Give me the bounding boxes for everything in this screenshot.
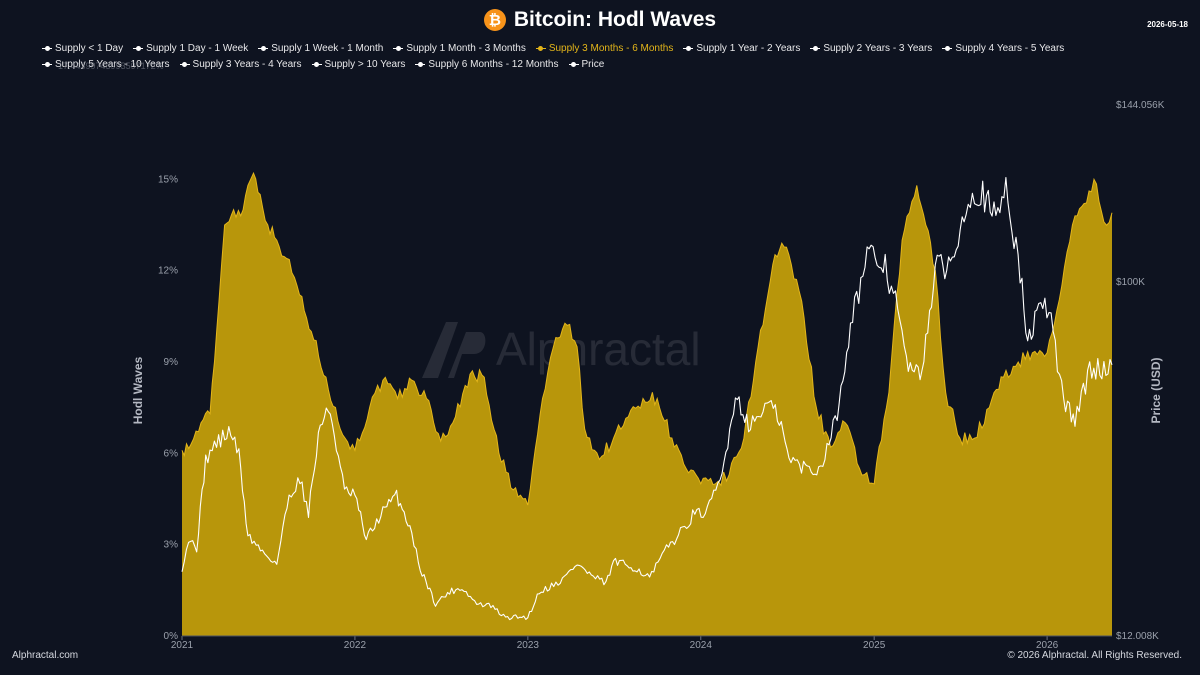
chart-legend: Supply < 1 Day Supply 1 Day - 1 Week Suppl… (42, 42, 1172, 71)
legend-item[interactable]: Supply 3 Years - 4 Years (179, 58, 302, 71)
y-tick-label: 12% (158, 266, 178, 277)
legend-marker-icon (42, 61, 52, 69)
legend-item[interactable]: Supply < 1 Day (42, 42, 123, 55)
y-axis-title: Hodl Waves (131, 356, 145, 424)
legend-marker-icon (179, 61, 190, 69)
footer-site-link[interactable]: Alphractal.com (12, 650, 79, 661)
legend-label: Supply 1 Year - 2 Years (696, 43, 801, 54)
x-tick-label: 2023 (517, 640, 540, 651)
x-tick-label: 2025 (863, 640, 886, 651)
legend-marker-icon (311, 61, 322, 69)
legend-label: Supply 1 Month - 3 Months (406, 43, 526, 54)
x-tick-label: 2021 (171, 640, 194, 651)
legend-marker-icon (942, 45, 953, 53)
chart-header: ₿ Bitcoin: Hodl Waves (0, 8, 1200, 32)
y2-tick-label: $144.056K (1116, 100, 1165, 111)
legend-marker-icon (258, 45, 269, 53)
legend-label: Supply 3 Months - 6 Months (548, 43, 674, 54)
legend-marker-icon (810, 45, 821, 53)
legend-label: Price (581, 59, 605, 70)
legend-item[interactable]: Supply 4 Years - 5 Years (942, 42, 1064, 55)
overlap-value-label: 17.44399743993597172% (58, 61, 164, 71)
y2-axis-title: Price (USD) (1149, 357, 1163, 423)
page-title: Bitcoin: Hodl Waves (513, 8, 717, 31)
legend-label: Supply > 10 Years (324, 59, 406, 70)
bitcoin-icon: ₿ (483, 9, 506, 31)
legend-item[interactable]: Supply 2 Years - 3 Years (810, 42, 932, 55)
legend-label: Supply 5 Years - 10 Years (55, 59, 170, 70)
y2-tick-label: $100K (1116, 277, 1145, 288)
price-line (181, 177, 1113, 621)
x-tick-label: 2022 (344, 640, 367, 651)
y-tick-label: 3% (164, 540, 179, 551)
legend-item[interactable]: Supply 3 Months - 6 Months (535, 42, 674, 55)
legend-marker-icon (133, 45, 144, 53)
legend-item[interactable]: Supply 1 Year - 2 Years (683, 42, 800, 55)
legend-label: Supply 6 Months - 12 Months (428, 59, 559, 70)
legend-label: Supply 1 Day - 1 Week (146, 43, 249, 54)
x-tick-label: 2024 (690, 640, 713, 651)
legend-item[interactable]: Supply 1 Week - 1 Month (258, 42, 383, 55)
supply-3-6-months-area (182, 173, 1112, 636)
legend-marker-icon (393, 45, 404, 53)
y-tick-label: 9% (164, 357, 179, 368)
legend-marker-icon (415, 61, 426, 69)
supply-3-6-months-line (181, 171, 1113, 506)
y-tick-label: 6% (164, 448, 179, 459)
x-tick-label: 2026 (1036, 640, 1059, 651)
legend-marker-icon (535, 45, 546, 53)
legend-item[interactable]: Supply 5 Years - 10 Years (42, 58, 170, 71)
y-tick-label: 0% (164, 631, 179, 642)
legend-label: Supply 3 Years - 4 Years (192, 59, 302, 70)
y2-tick-label: $12.008K (1116, 631, 1159, 642)
legend-marker-icon (683, 45, 694, 53)
date-label: 2026-05-18 (1147, 20, 1188, 29)
legend-label: Supply < 1 Day (55, 43, 124, 54)
legend-item[interactable]: Price (568, 58, 605, 71)
legend-item[interactable]: Supply 1 Month - 3 Months (393, 42, 526, 55)
legend-item[interactable]: Supply 6 Months - 12 Months (415, 58, 559, 71)
legend-item[interactable]: Supply 1 Day - 1 Week (133, 42, 248, 55)
footer-copyright: © 2026 Alphractal. All Rights Reserved. (1007, 650, 1182, 661)
legend-item[interactable]: Supply > 10 Years (311, 58, 406, 71)
y-tick-label: 15% (158, 174, 178, 185)
legend-label: Supply 4 Years - 5 Years (955, 43, 1065, 54)
legend-label: Supply 1 Week - 1 Month (271, 43, 384, 54)
legend-marker-icon (42, 45, 52, 53)
legend-label: Supply 2 Years - 3 Years (823, 43, 933, 54)
legend-marker-icon (568, 61, 579, 69)
